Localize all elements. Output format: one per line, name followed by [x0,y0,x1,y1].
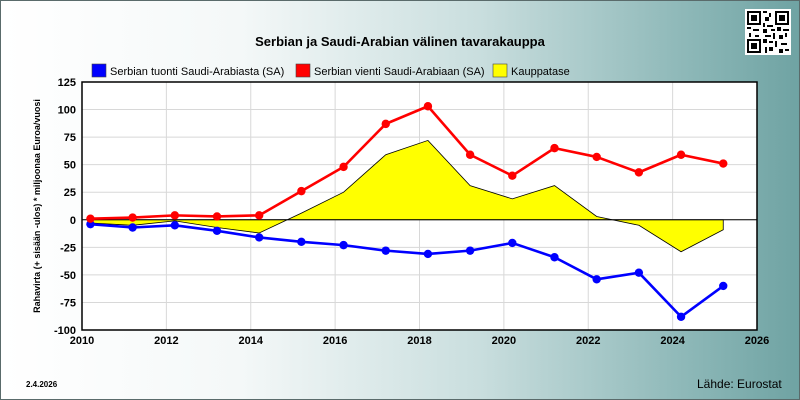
y-tick-label: -50 [60,270,76,282]
data-point [339,240,348,250]
data-point [128,223,137,232]
data-point [254,211,264,220]
data-point [634,268,644,277]
legend-swatch [492,63,508,78]
x-tick-label: 2024 [660,335,685,347]
y-tick-label: -25 [60,242,76,254]
data-point [719,159,728,168]
data-point [423,249,433,259]
x-tick-label: 2022 [576,335,600,347]
data-point [676,312,686,321]
chart-title: Serbian ja Saudi-Arabian välinen tavarak… [255,34,545,49]
x-tick-label: 2010 [70,335,94,347]
data-point [381,119,390,129]
data-point [423,102,433,111]
x-tick-label: 2012 [154,335,178,347]
data-point [170,221,180,230]
y-tick-label: 50 [64,160,76,172]
x-tick-label: 2016 [323,335,347,347]
data-point [508,238,517,248]
data-point [592,275,601,284]
data-point [254,233,264,242]
chart-source: Lähde: Eurostat [697,377,782,391]
x-tick-label: 2026 [745,335,769,347]
data-point [297,237,306,247]
data-point [719,281,728,291]
data-point [170,211,180,220]
data-point [212,212,222,221]
series-line-0 [90,222,725,319]
data-point [465,150,475,159]
y-tick-label: -75 [60,297,76,309]
data-point [86,214,95,223]
y-tick-label: -100 [54,325,76,337]
data-point [381,246,390,255]
legend-swatch [91,63,107,78]
y-tick-label: 100 [58,105,76,117]
y-tick-label: 25 [64,187,76,199]
data-point [676,150,686,159]
data-point [592,152,601,162]
legend-label: Serbian tuonti Saudi-Arabiasta (SA) [110,66,284,78]
data-point [339,162,348,172]
data-point [634,168,644,177]
x-tick-label: 2018 [407,335,431,347]
data-point [212,226,222,235]
x-tick-label: 2020 [492,335,516,347]
y-axis-label: Rahavirta (+ sisään -ulos) * miljoonaa E… [32,99,42,313]
y-tick-label: 125 [58,77,76,89]
plot-border [81,81,758,331]
legend-label: Kauppatase [511,66,570,78]
data-point [550,143,559,153]
y-tick-label: 0 [70,215,76,227]
data-point [508,171,517,180]
data-point [297,186,306,196]
legend-swatch [295,63,311,78]
data-point [465,246,475,255]
qr-code-icon [745,9,791,55]
chart-date: 2.4.2026 [26,380,58,389]
series-area-kauppatase [90,139,724,253]
legend-label: Serbian vienti Saudi-Arabiaan (SA) [314,66,485,78]
series-line-1 [90,104,724,220]
data-point [128,213,137,222]
data-point [550,253,559,262]
x-tick-label: 2014 [239,335,264,347]
y-tick-label: 75 [64,132,76,144]
